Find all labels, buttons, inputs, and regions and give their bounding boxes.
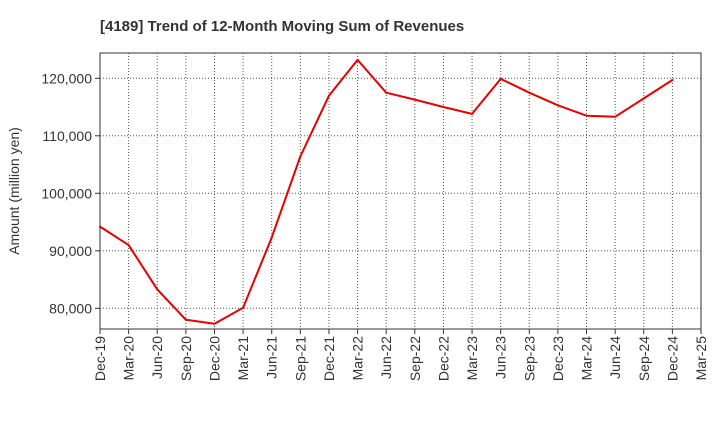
x-tick-label: Sep-20 [178,336,194,381]
data-point [328,94,330,97]
data-point [642,97,645,100]
data-point [528,91,531,94]
data-point [127,244,130,247]
x-tick-label: Dec-22 [435,336,451,381]
data-point [270,236,273,239]
data-point [499,77,502,80]
data-point [614,115,617,118]
data-point [413,98,416,101]
x-tick-label: Sep-24 [636,336,652,381]
y-axis-label: Amount (million yen) [6,127,22,255]
data-point [184,318,187,321]
data-point [556,104,559,107]
x-tick-label: Jun-24 [607,336,623,379]
data-point [385,91,388,94]
data-point [156,288,159,291]
data-point [242,306,245,309]
x-tick-label: Dec-19 [92,336,108,381]
chart-title: [4189] Trend of 12-Month Moving Sum of R… [100,18,464,35]
x-tick-label: Mar-25 [693,336,709,381]
plot-area-border [99,52,702,330]
x-tick-label: Dec-23 [550,336,566,381]
y-axis: 80,000 90,000 100,000 110,000 120,000 [41,70,100,316]
y-tick-label: 80,000 [49,300,92,316]
x-tick-label: Dec-24 [664,336,680,381]
x-tick-label: Mar-21 [235,336,251,381]
data-point [356,58,359,61]
x-tick-label: Sep-23 [521,336,537,381]
x-tick-label: Jun-21 [264,336,280,379]
data-point [213,322,216,325]
data-point [299,155,302,158]
data-point [585,114,588,117]
data-point [471,112,473,115]
data-point [671,79,674,81]
x-tick-label: Dec-21 [321,336,337,381]
data-point [99,225,101,228]
x-tick-label: Dec-20 [206,336,222,381]
y-tick-label: 90,000 [49,243,92,259]
x-tick-label: Jun-22 [378,336,394,379]
x-tick-label: Sep-21 [292,336,308,381]
x-tick-label: Mar-22 [350,336,366,381]
x-tick-label: Jun-20 [149,336,165,379]
x-tick-label: Mar-20 [121,336,137,381]
y-tick-label: 100,000 [41,185,92,201]
x-axis: Dec-19 Mar-20 Jun-20 Sep-20 Dec-20 Mar-21 Jun-… [92,329,709,381]
y-tick-label: 120,000 [41,70,92,86]
x-tick-label: Sep-22 [407,336,423,381]
data-point [442,106,445,108]
y-tick-label: 110,000 [42,128,92,144]
series-layer [99,58,674,325]
grid-lines [100,53,701,329]
x-tick-label: Mar-24 [579,336,595,381]
x-tick-label: Jun-23 [493,336,509,379]
x-tick-label: Mar-23 [464,336,480,381]
